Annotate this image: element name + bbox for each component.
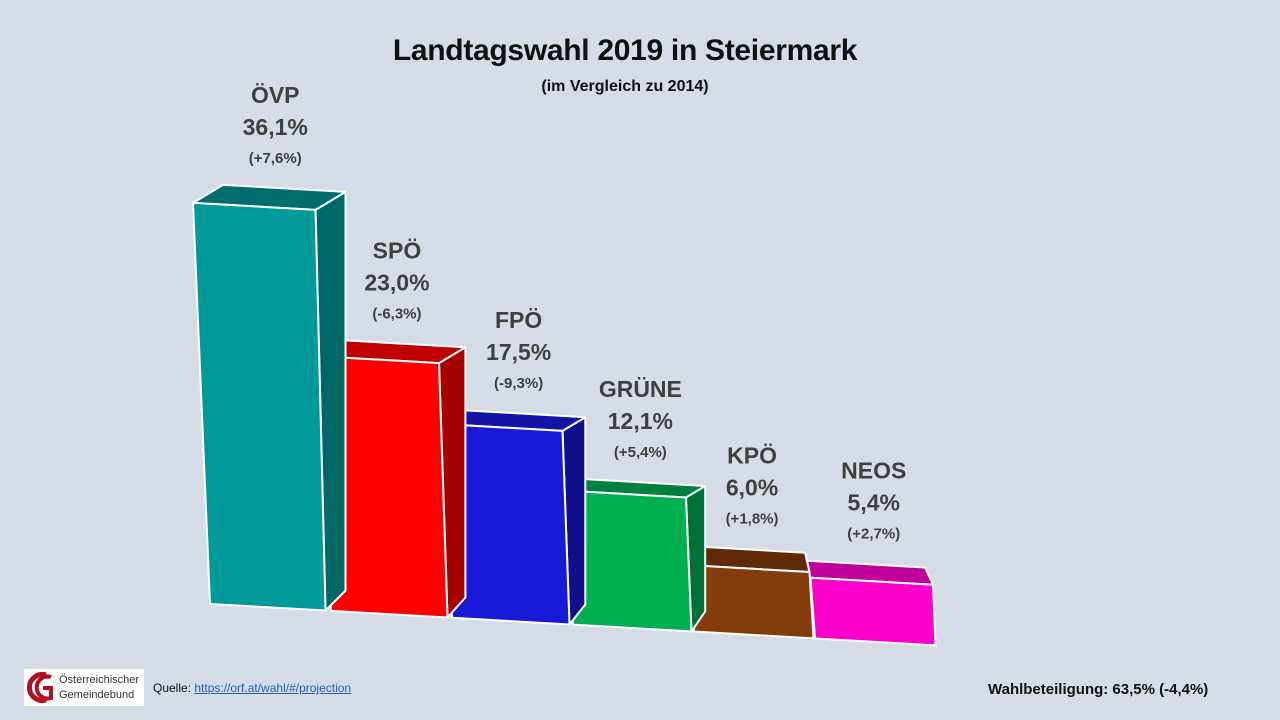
change-label: (+2,7%) [847, 526, 900, 543]
party-label: GRÜNE [599, 376, 682, 402]
chart-subtitle: (im Vergleich zu 2014) [541, 78, 709, 95]
bar-grne [562, 478, 707, 633]
change-label: (-6,3%) [372, 305, 421, 322]
party-label: KPÖ [727, 443, 777, 469]
party-label: ÖVP [251, 82, 300, 108]
source-note: Quelle: https://orf.at/wahl/#/projection [153, 681, 351, 695]
change-label: (+7,6%) [249, 150, 302, 167]
chart-title: Landtagswahl 2019 in Steiermark [392, 34, 858, 67]
bar-front-face [809, 576, 937, 647]
bar-vp [192, 183, 347, 612]
source-link[interactable]: https://orf.at/wahl/#/projection [194, 681, 352, 695]
bar-neos [801, 559, 937, 647]
value-label: 23,0% [364, 269, 429, 295]
logo-line-1: Österreichischer [59, 673, 140, 686]
change-label: (+5,4%) [614, 444, 667, 461]
bar-front-face [192, 201, 327, 612]
bar-fp [439, 409, 587, 626]
value-label: 12,1% [608, 408, 673, 434]
value-label: 17,5% [486, 339, 551, 365]
gemeindebund-logo-icon [24, 669, 58, 706]
value-label: 6,0% [726, 475, 778, 501]
gemeindebund-logo: Österreichischer Gemeindebund [24, 669, 144, 706]
source-label: Quelle: [153, 681, 195, 695]
party-label: FPÖ [495, 307, 542, 333]
change-label: (-9,3%) [494, 375, 543, 392]
logo-line-2: Gemeindebund [59, 688, 135, 701]
turnout-label: Wahlbeteiligung: 63,5% (-4,4%) [988, 681, 1209, 698]
value-label: 36,1% [243, 114, 308, 140]
data-labels: NEOS 5,4% (+2,7%) KPÖ 6,0% (+1,8%) GRÜNE 12,1% (… [243, 82, 907, 543]
party-label: SPÖ [373, 237, 422, 263]
change-label: (+1,8%) [726, 511, 779, 528]
value-label: 5,4% [848, 490, 900, 516]
party-label: NEOS [841, 458, 906, 484]
